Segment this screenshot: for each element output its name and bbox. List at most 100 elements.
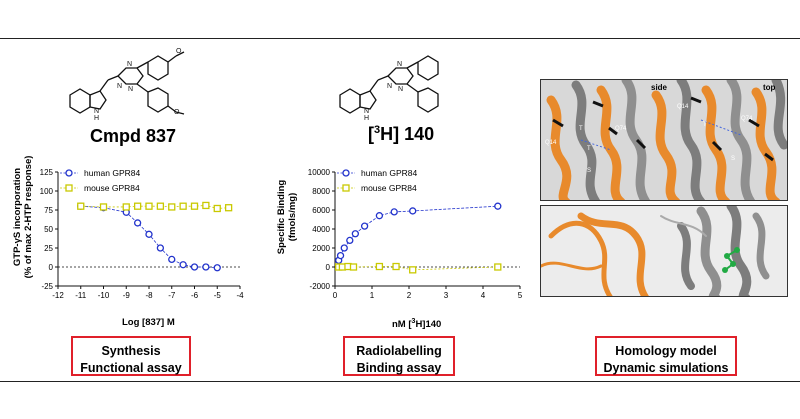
label-homology-line2: Dynamic simulations: [603, 361, 729, 375]
chart2-ylabel-line1: Specific Binding: [276, 179, 287, 255]
x-tick-label: 3: [444, 291, 449, 300]
y-tick-label: 0: [49, 263, 54, 272]
ligand-render: [722, 247, 740, 273]
legend-mouse-marker: [342, 184, 350, 192]
md-label-side: side: [651, 83, 668, 92]
md-label-top: top: [763, 83, 776, 92]
legend-mouse-marker: [65, 184, 73, 192]
human-gpr84-point: [179, 261, 187, 269]
chart1-ylabel: GTP-γS incorporation (% of max 2-HTP res…: [12, 142, 34, 292]
mouse-gpr84-point: [392, 262, 400, 271]
mouse-gpr84-point: [179, 202, 187, 210]
y-tick-label: 25: [44, 244, 53, 253]
y-tick-label: 6000: [312, 206, 330, 215]
chart2-ylabel: Specific Binding (fmols/mg): [276, 157, 298, 277]
legend-label: human GPR84: [361, 168, 417, 178]
mouse-gpr84-point: [213, 204, 221, 213]
legend-label: mouse GPR84: [361, 183, 417, 193]
human-gpr84-point: [213, 264, 221, 272]
label-homology-line1: Homology model: [615, 344, 717, 358]
cmpd-140-title: [3H] 140: [368, 124, 434, 145]
md-residue-1: Q14: [545, 140, 557, 146]
mouse-gpr84-point: [133, 202, 142, 210]
y-tick-label: 8000: [312, 187, 330, 196]
cmpd-837-title: Cmpd 837: [90, 126, 177, 146]
human-gpr84-point: [336, 251, 345, 260]
y-tick-label: -2000: [310, 282, 331, 291]
chart2-xlabel: nM [3H]140: [392, 318, 441, 330]
chart2-xlabel-post: H]140: [415, 319, 442, 331]
fit-curve-mouse: [80, 205, 229, 209]
md-top-render: [541, 80, 787, 200]
fit-curve-mouse: [338, 266, 498, 271]
mouse-gpr84-point: [168, 203, 176, 211]
human-gpr84-point: [145, 230, 153, 238]
fit-curve-human: [338, 205, 498, 261]
label-radiolabelling: Radiolabelling Binding assay: [343, 336, 455, 376]
chart1-ylabel-line2: (% of max 2-HTP response): [23, 155, 34, 279]
human-gpr84-point: [351, 230, 360, 238]
mouse-gpr84-point: [77, 202, 85, 210]
legend-human-marker: [65, 169, 73, 177]
x-tick-label: -6: [191, 291, 199, 300]
chart2-xlabel-sup: 3: [411, 318, 416, 325]
mouse-gpr84-point: [145, 202, 153, 210]
label-synthesis-line1: Synthesis: [101, 344, 161, 358]
human-gpr84-point: [133, 219, 142, 227]
chart1-ylabel-line1: GTP-γS incorporation: [12, 167, 23, 267]
md-residue-2: T: [579, 126, 583, 132]
x-tick-label: -9: [123, 291, 131, 300]
x-tick-label: -8: [145, 291, 153, 300]
x-tick-label: 4: [481, 291, 486, 300]
y-tick-label: 125: [40, 168, 54, 177]
label-homology: Homology model Dynamic simulations: [595, 336, 737, 376]
human-gpr84-point: [168, 255, 176, 264]
y-tick-label: 0: [326, 263, 331, 272]
chart2-ylabel-line2: (fmols/mg): [287, 192, 298, 242]
md-bottom-panel: [540, 205, 788, 297]
human-gpr84-point: [190, 263, 199, 271]
x-tick-label: -12: [52, 291, 64, 300]
x-tick-label: -7: [168, 291, 176, 300]
x-tick-label: -4: [236, 291, 244, 300]
human-gpr84-point: [156, 244, 165, 252]
md-bottom-render: [541, 206, 787, 296]
x-tick-label: -10: [98, 291, 110, 300]
top-rule: [0, 38, 800, 39]
label-synthesis-line2: Functional assay: [80, 361, 182, 375]
md-residue-9: S: [731, 156, 736, 162]
mouse-gpr84-point: [494, 263, 502, 271]
legend-label: mouse GPR84: [84, 183, 140, 193]
y-tick-label: 4000: [312, 225, 330, 234]
mouse-gpr84-point: [409, 266, 417, 274]
bottom-rule: [0, 381, 800, 382]
human-gpr84-point: [202, 263, 210, 271]
mouse-gpr84-point: [202, 201, 210, 210]
md-residue-4: T: [587, 146, 591, 152]
title-rest: H] 140: [380, 124, 435, 144]
x-tick-label: -11: [75, 291, 87, 300]
human-gpr84-point: [409, 207, 417, 215]
y-tick-label: 10000: [308, 168, 331, 177]
md-residue-7: T: [703, 122, 707, 128]
label-radiolabelling-line2: Binding assay: [356, 361, 442, 375]
legend-label: human GPR84: [84, 168, 140, 178]
md-residue-5: S: [587, 168, 592, 174]
mouse-gpr84-point: [99, 203, 108, 211]
title-bracket: [: [368, 124, 374, 144]
md-residue-8: Q74: [741, 116, 753, 122]
human-gpr84-point: [390, 208, 398, 216]
y-tick-label: 2000: [312, 244, 330, 253]
mouse-gpr84-point: [375, 262, 384, 271]
md-residue-3: Q74: [615, 126, 627, 132]
x-tick-label: 5: [518, 291, 523, 300]
human-gpr84-point: [340, 244, 348, 252]
mouse-gpr84-point: [122, 203, 130, 211]
y-tick-label: 50: [44, 225, 53, 234]
chart2-xlabel-pre: nM [: [392, 319, 412, 331]
x-tick-label: 2: [407, 291, 412, 300]
mouse-gpr84-point: [156, 202, 165, 210]
legend-human-marker: [342, 169, 350, 177]
x-tick-label: -5: [214, 291, 222, 300]
